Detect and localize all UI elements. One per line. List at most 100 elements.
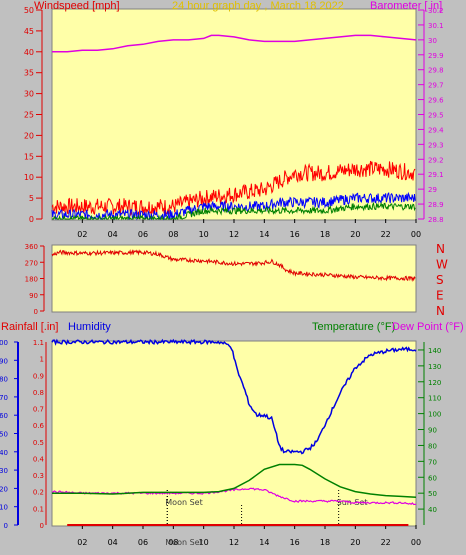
direction-tick-label: 270 bbox=[25, 259, 38, 267]
wind-x-tick-label: 10 bbox=[199, 230, 209, 239]
temp-tick-label: 80 bbox=[428, 442, 437, 450]
direction-tick-label: 180 bbox=[25, 276, 38, 284]
wind-baro-plot-area bbox=[51, 8, 417, 221]
temperature-line bbox=[52, 463, 417, 498]
baro-tick-label: 30.1 bbox=[428, 22, 444, 30]
wind-tick-label: 30 bbox=[24, 90, 34, 99]
temp-tick-label: 40 bbox=[428, 506, 437, 514]
compass-label: E bbox=[436, 289, 444, 303]
temp-tick-label: 110 bbox=[428, 395, 441, 403]
wind-x-tick-label: 22 bbox=[381, 230, 391, 239]
baro-axis-title: Barometer [.in] bbox=[370, 0, 443, 12]
wind-x-tick-label: 08 bbox=[168, 230, 178, 239]
humidity-axis-title: Humidity bbox=[68, 321, 111, 333]
baro-tick-label: 29.5 bbox=[428, 112, 444, 120]
rain-tick-label: 0.8 bbox=[33, 389, 44, 397]
dewpoint-line bbox=[51, 487, 417, 506]
rain-tick-label: 0.9 bbox=[33, 372, 44, 380]
wind-x-tick-label: 00 bbox=[411, 230, 421, 239]
direction-line bbox=[51, 249, 416, 283]
rain-tick-label: 0.5 bbox=[33, 439, 44, 447]
graph-title: 24 hour graph day , March 18 2022 bbox=[172, 0, 344, 12]
rain-tick-label: 0.6 bbox=[33, 422, 45, 430]
rain-tick-label: 0.2 bbox=[33, 489, 44, 497]
barometer-line bbox=[52, 34, 417, 53]
rain-tick-label: 0.7 bbox=[33, 406, 44, 414]
rain-tick-label: 0.4 bbox=[33, 455, 45, 463]
humidity-tick-label: 20 bbox=[0, 485, 8, 493]
humidity-tick-label: 90 bbox=[0, 357, 8, 365]
wind-tick-label: 35 bbox=[24, 69, 34, 78]
temp-x-tick-label: 08 bbox=[168, 538, 178, 547]
baro-tick-label: 29.1 bbox=[428, 171, 444, 179]
humidity-tick-label: 100 bbox=[0, 339, 8, 347]
direction-tick-label: 90 bbox=[29, 292, 38, 300]
temp-x-tick-label: 18 bbox=[320, 538, 330, 547]
direction-plot-area bbox=[51, 244, 417, 313]
wind-tick-label: 10 bbox=[24, 173, 34, 182]
temp-axis-title: Temperature (°F) bbox=[312, 321, 396, 333]
wind-tick-label: 40 bbox=[24, 48, 34, 57]
wind-x-tick-label: 14 bbox=[259, 230, 269, 239]
temp-x-tick-label: 04 bbox=[108, 538, 118, 547]
baro-tick-label: 30 bbox=[428, 37, 437, 45]
wind-tick-label: 50 bbox=[24, 6, 34, 15]
compass-label: N bbox=[436, 304, 445, 318]
humidity-line bbox=[51, 338, 417, 455]
temp-x-tick-label: 02 bbox=[77, 538, 87, 547]
temp-tick-label: 120 bbox=[428, 379, 441, 387]
wind-x-tick-label: 06 bbox=[138, 230, 148, 239]
temp-x-tick-label: 22 bbox=[381, 538, 391, 547]
wind-x-tick-label: 12 bbox=[229, 230, 239, 239]
humidity-tick-label: 50 bbox=[0, 431, 8, 439]
wind-x-tick-label: 02 bbox=[77, 230, 87, 239]
rain-tick-label: 0.1 bbox=[33, 505, 44, 513]
wind-x-tick-label: 16 bbox=[290, 230, 300, 239]
event-marker-label: Moon Set bbox=[165, 538, 202, 547]
temp-x-tick-label: 16 bbox=[290, 538, 300, 547]
humidity-tick-label: 0 bbox=[4, 522, 8, 530]
humidity-tick-label: 80 bbox=[0, 376, 8, 384]
baro-tick-label: 29.6 bbox=[428, 97, 444, 105]
wind-x-tick-label: 04 bbox=[108, 230, 118, 239]
temp-humidity-plot-area bbox=[51, 340, 417, 527]
wind-tick-label: 45 bbox=[24, 27, 34, 36]
wind-tick-label: 25 bbox=[24, 111, 34, 120]
humidity-tick-label: 70 bbox=[0, 394, 8, 402]
wind-x-tick-label: 20 bbox=[350, 230, 360, 239]
rain-tick-label: 1.1 bbox=[33, 339, 44, 347]
wind-gust-line bbox=[51, 160, 416, 217]
temp-tick-label: 60 bbox=[428, 474, 437, 482]
rain-tick-label: 0.3 bbox=[33, 472, 44, 480]
baro-tick-label: 29.3 bbox=[428, 141, 444, 149]
wind-tick-label: 0 bbox=[29, 215, 34, 224]
temp-x-tick-label: 14 bbox=[259, 538, 269, 547]
baro-tick-label: 30.2 bbox=[428, 7, 444, 15]
wind-x-tick-label: 18 bbox=[320, 230, 330, 239]
baro-tick-label: 29.4 bbox=[428, 126, 444, 134]
direction-tick-label: 0 bbox=[34, 308, 38, 316]
dewpoint-axis-title: Dew Point (°F) bbox=[392, 321, 464, 333]
wind-tick-label: 5 bbox=[29, 194, 34, 203]
baro-tick-label: 28.9 bbox=[428, 201, 444, 209]
compass-label: S bbox=[436, 273, 444, 287]
baro-tick-label: 29.9 bbox=[428, 52, 444, 60]
baro-tick-label: 29.7 bbox=[428, 82, 444, 90]
event-marker-label: Moon Set bbox=[165, 498, 202, 507]
baro-tick-label: 29.2 bbox=[428, 156, 444, 164]
wind-axis-title: Windspeed [mph] bbox=[34, 0, 120, 12]
baro-tick-label: 28.8 bbox=[428, 216, 444, 224]
humidity-tick-label: 30 bbox=[0, 467, 8, 475]
direction-tick-label: 360 bbox=[25, 243, 38, 251]
temp-tick-label: 140 bbox=[428, 347, 441, 355]
temp-tick-label: 90 bbox=[428, 427, 437, 435]
rain-axis-title: Rainfall [.in] bbox=[1, 321, 59, 333]
humidity-tick-label: 60 bbox=[0, 412, 8, 420]
temp-tick-label: 100 bbox=[428, 411, 441, 419]
temp-tick-label: 130 bbox=[428, 363, 441, 371]
temp-tick-label: 70 bbox=[428, 458, 437, 466]
rain-tick-label: 0 bbox=[40, 522, 44, 530]
wind-tick-label: 15 bbox=[24, 152, 34, 161]
compass-label: N bbox=[436, 242, 445, 256]
